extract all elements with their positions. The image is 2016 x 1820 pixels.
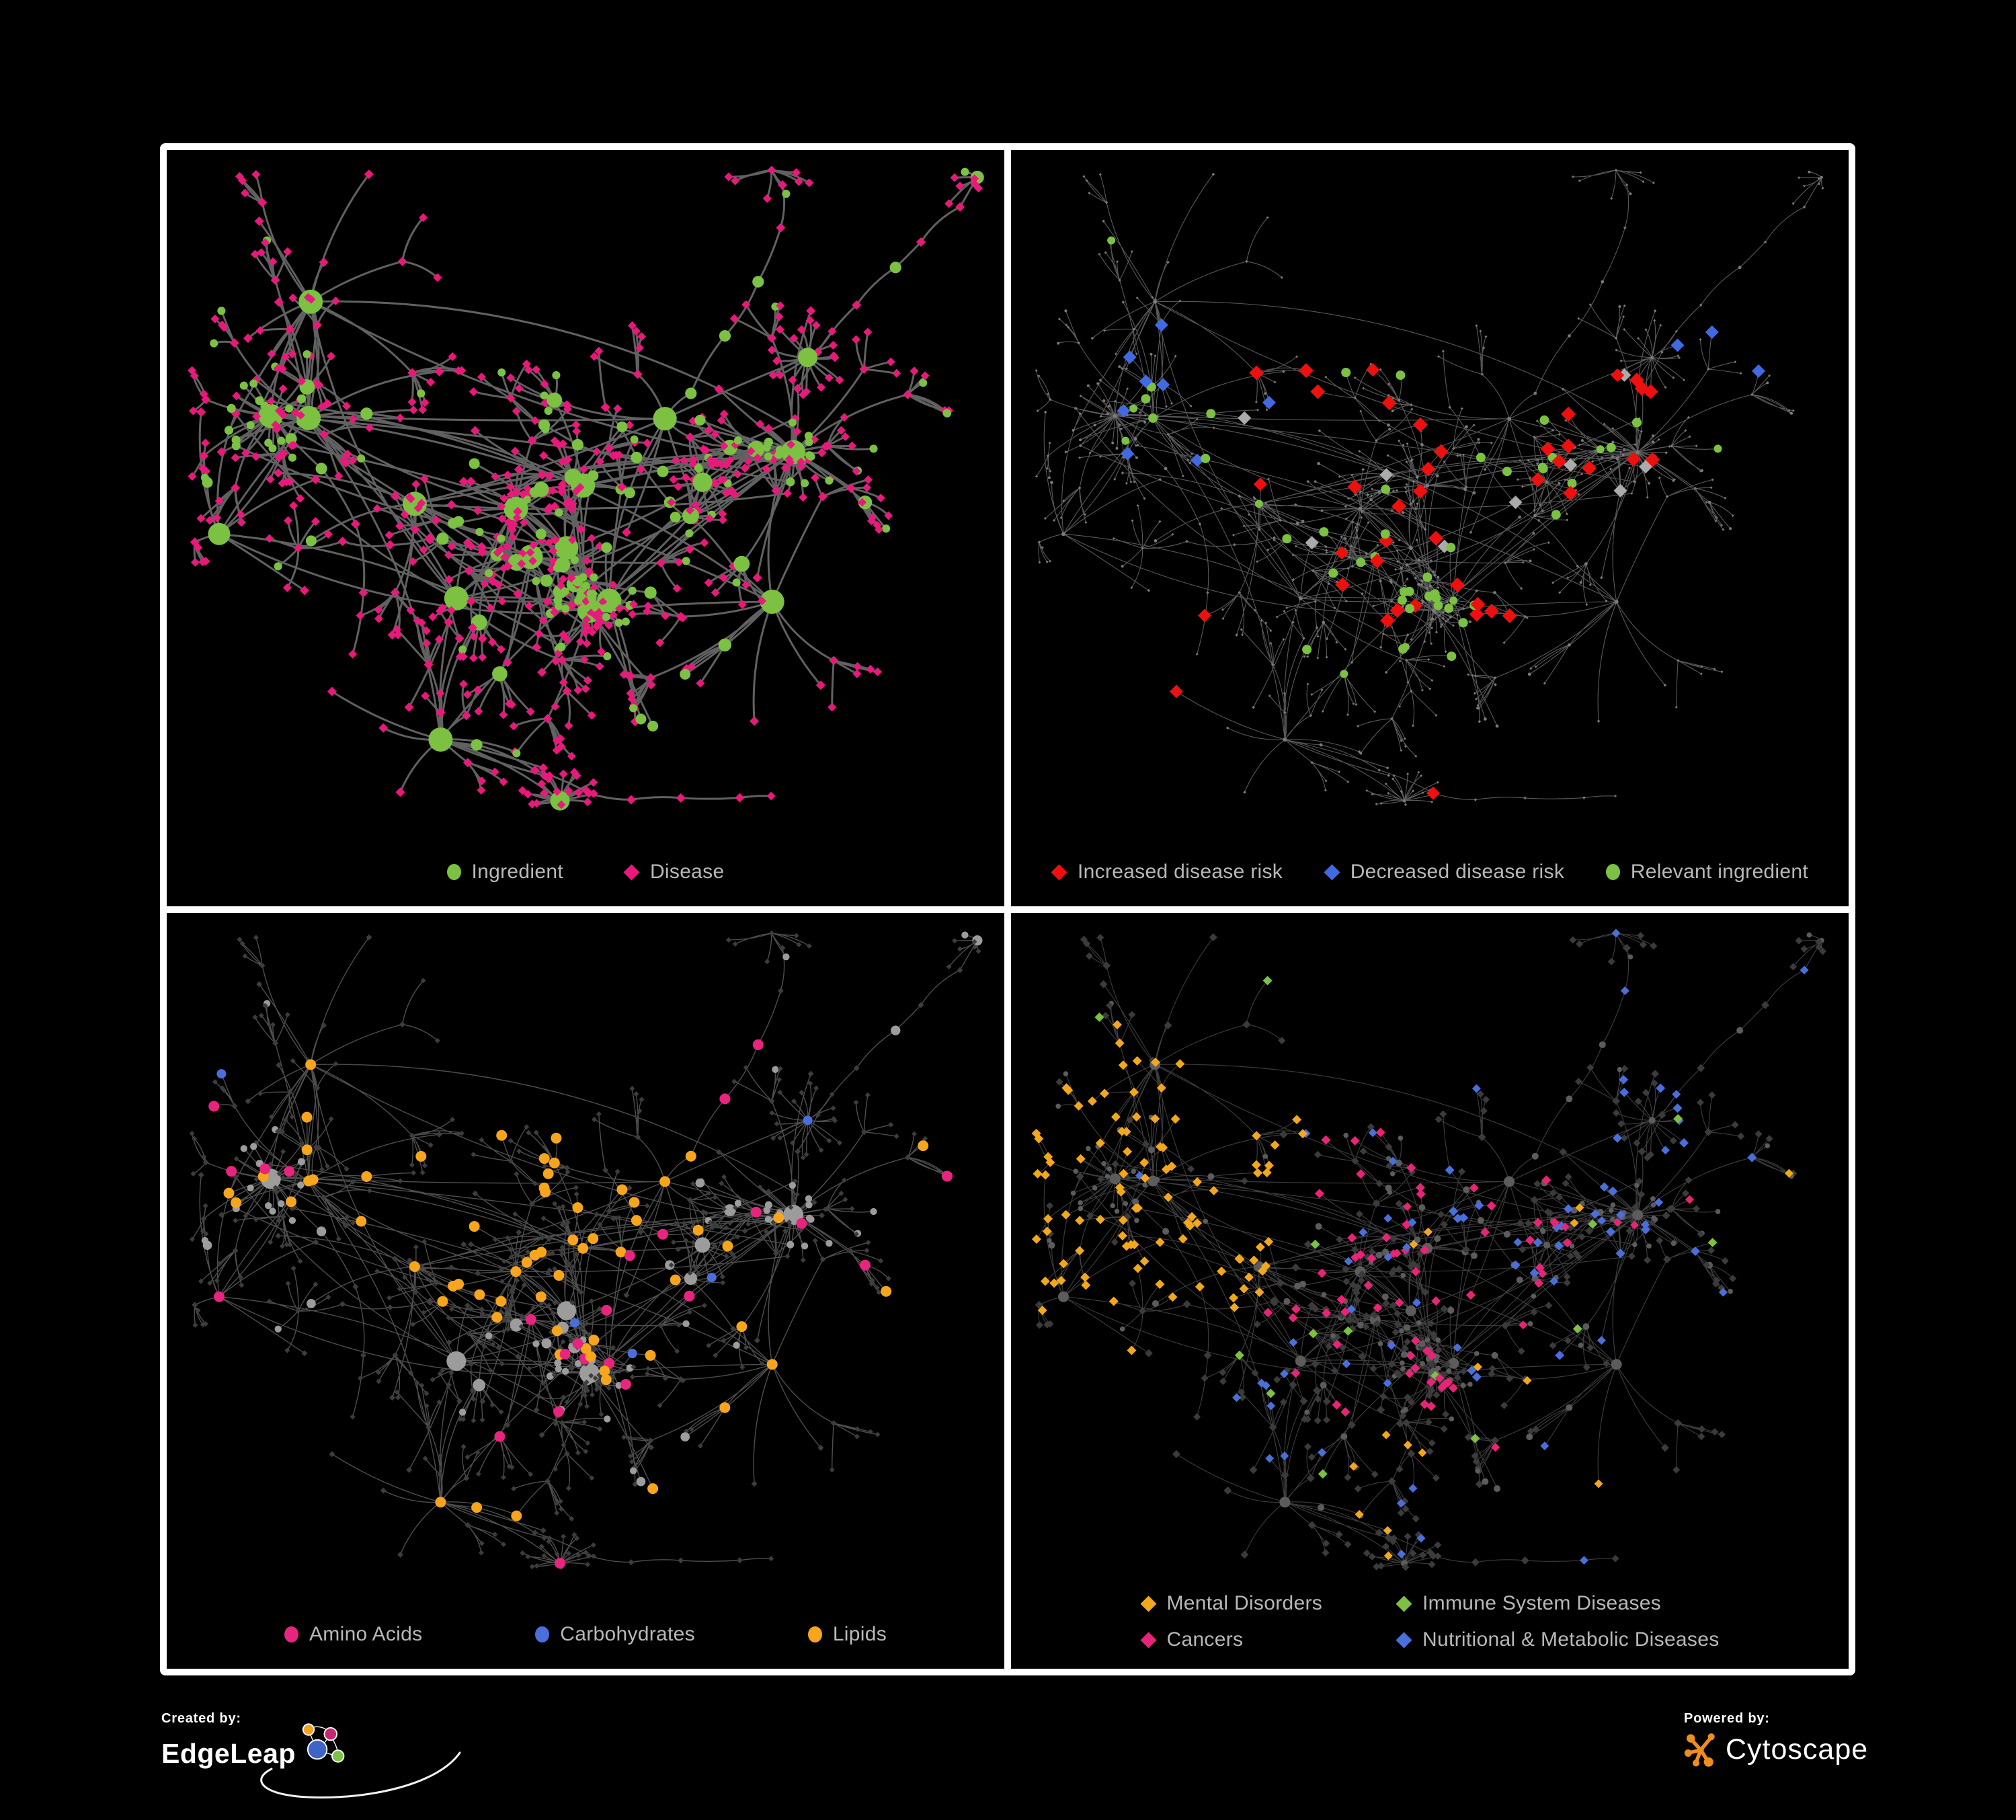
circle-marker [446, 864, 461, 880]
powered-block: Powered by: [1684, 1711, 1966, 1768]
legend-label: Ingredient [471, 861, 563, 883]
diamond-marker [623, 863, 640, 881]
diamond-marker [1051, 863, 1067, 881]
circle-marker [1605, 864, 1620, 880]
edgeleap-swoosh [260, 1751, 461, 1798]
legend-item: Nutritional & Metabolic Diseases [1396, 1628, 1719, 1651]
legend-item: Ingredient [446, 861, 563, 883]
legend-disease-classes: Mental Disorders Immune System Diseases Ca… [1011, 1592, 1849, 1651]
creator-block: Created by: EdgeLeap [161, 1711, 578, 1819]
panel-grid-frame: Ingredient Disease Increased disease risk… [160, 143, 1855, 1675]
legend-label: Lipids [832, 1623, 887, 1645]
panel-disease-risk-network: Increased disease risk Decreased disease … [1011, 150, 1849, 906]
circle-marker [535, 1626, 550, 1643]
edgeleap-node-blue [307, 1739, 328, 1760]
legend-label: Disease [649, 861, 725, 883]
legend-item: Relevant ingredient [1605, 861, 1808, 883]
edgeleap-brand-row: EdgeLeap [161, 1723, 578, 1775]
diamond-marker [1139, 1595, 1157, 1612]
edgeleap-wordmark: EdgeLeap [161, 1737, 296, 1769]
edgeleap-node-orange [302, 1723, 315, 1736]
legend-label: Immune System Diseases [1422, 1592, 1662, 1614]
edgeleap-node-green [331, 1749, 345, 1763]
legend-item: Immune System Diseases [1396, 1592, 1719, 1615]
ingredient-disease-graph [188, 165, 984, 811]
panel-disease-class-network: Mental Disorders Immune System Diseases Ca… [1011, 913, 1849, 1669]
cytoscape-logo [1684, 1733, 1715, 1767]
circle-marker [807, 1626, 822, 1643]
legend-label: Decreased disease risk [1350, 861, 1565, 883]
diamond-marker [1139, 1631, 1157, 1649]
edgeleap-logo [302, 1723, 345, 1763]
legend-label: Relevant ingredient [1630, 861, 1808, 883]
panel-ingredient-disease-network: Ingredient Disease [167, 150, 1004, 906]
grid-divider-horizontal [167, 906, 1849, 913]
legend-label: Carbohydrates [560, 1623, 695, 1645]
legend-item: Cancers [1139, 1628, 1323, 1651]
cytoscape-brand-row: Cytoscape [1684, 1731, 1966, 1768]
legend-label: Amino Acids [309, 1623, 423, 1645]
legend-label: Cancers [1166, 1628, 1244, 1651]
legend-item: Lipids [807, 1623, 887, 1646]
legend-item: Amino Acids [284, 1623, 422, 1646]
powered-by-label: Powered by: [1684, 1711, 1770, 1726]
legend-nutrient-classes: Amino Acids Carbohydrates Lipids [167, 1623, 1004, 1646]
panel-nutrient-class-network: Amino Acids Carbohydrates Lipids [167, 913, 1004, 1669]
legend-item: Disease [623, 861, 725, 883]
legend-item: Mental Disorders [1139, 1592, 1323, 1615]
circle-marker [284, 1626, 298, 1643]
legend-item: Carbohydrates [535, 1623, 695, 1646]
legend-item: Decreased disease risk [1324, 861, 1564, 883]
legend-disease-risk: Increased disease risk Decreased disease … [1011, 861, 1849, 883]
diamond-marker [1396, 1631, 1412, 1649]
legend-label: Increased disease risk [1078, 861, 1283, 883]
edgeleap-node-magenta [323, 1727, 337, 1741]
disease-class-graph [1031, 928, 1826, 1571]
cytoscape-logo-shape [1684, 1733, 1715, 1767]
created-by-label: Created by: [161, 1711, 241, 1726]
disease-risk-graph [1035, 169, 1824, 806]
cytoscape-wordmark: Cytoscape [1726, 1733, 1869, 1766]
diamond-marker [1324, 863, 1340, 881]
legend-label: Mental Disorders [1166, 1592, 1323, 1614]
legend-item: Increased disease risk [1051, 861, 1283, 883]
legend-label: Nutritional & Metabolic Diseases [1422, 1628, 1720, 1651]
diamond-marker [1396, 1595, 1412, 1612]
nutrient-class-graph [189, 930, 983, 1571]
legend-ingredient-disease: Ingredient Disease [167, 861, 1004, 883]
